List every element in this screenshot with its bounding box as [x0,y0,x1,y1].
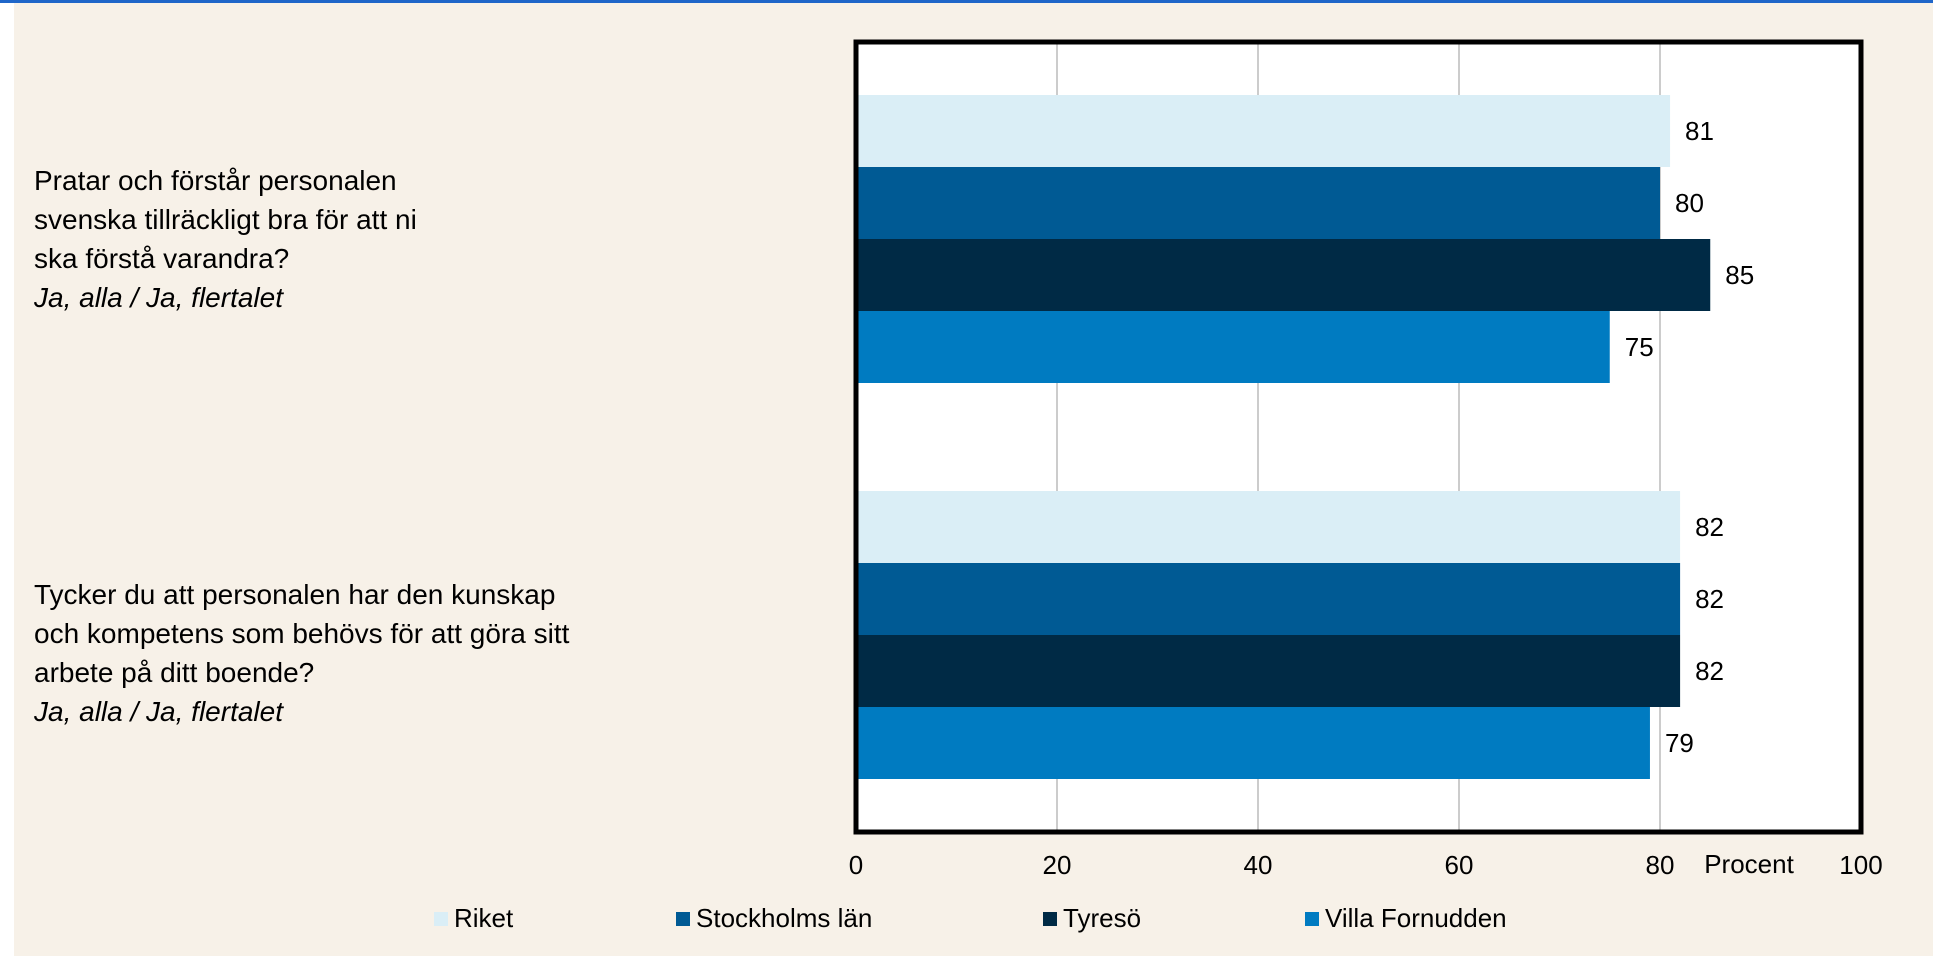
category-label-2: Tycker du att personalen har den kunskap… [34,575,569,731]
legend-item-villa-fornudden: Villa Fornudden [1305,903,1507,934]
bar-villa-fornudden-2 [856,707,1650,779]
bar-stockholms-län-2 [856,563,1681,635]
category-answer-1: Ja, alla / Ja, flertalet [34,282,284,313]
legend-label: Villa Fornudden [1325,903,1507,933]
x-tick-label-40: 40 [1244,850,1273,880]
value-label-tyresö-1: 85 [1725,260,1754,290]
bar-stockholms-län-1 [856,167,1660,239]
plot-frame [853,39,1864,835]
x-tick-label-100: 100 [1839,850,1882,880]
legend-item-stockholms-län: Stockholms län [676,903,872,934]
bar-villa-fornudden-1 [856,311,1610,383]
top-accent-line [0,0,1933,3]
x-tick-label-80: 80 [1646,850,1675,880]
x-tick-label-0: 0 [849,850,863,880]
value-label-stockholms-län-2: 82 [1695,584,1724,614]
legend: Riket Stockholms län Tyresö Villa Fornudden [0,903,1933,939]
category-question-1: Pratar och förstår personalen svenska ti… [34,165,417,274]
x-tick-label-20: 20 [1043,850,1072,880]
legend-item-riket: Riket [434,903,513,934]
bar-riket-2 [856,491,1681,563]
bar-tyresö-2 [856,635,1681,707]
value-label-riket-2: 82 [1695,512,1724,542]
x-tick-label-60: 60 [1445,850,1474,880]
legend-label: Tyresö [1063,903,1142,933]
value-label-villa-fornudden-1: 75 [1625,332,1654,362]
legend-swatch [676,911,690,926]
value-label-villa-fornudden-2: 79 [1665,728,1694,758]
legend-swatch [434,911,448,926]
value-label-riket-1: 81 [1685,116,1714,146]
x-unit-label: Procent [1704,849,1794,879]
value-label-stockholms-län-1: 80 [1675,188,1704,218]
value-label-tyresö-2: 82 [1695,656,1724,686]
category-question-2: Tycker du att personalen har den kunskap… [34,579,570,688]
legend-swatch [1043,911,1057,926]
legend-label: Stockholms län [696,903,873,933]
category-label-1: Pratar och förstår personalen svenska ti… [34,161,417,317]
legend-swatch [1305,911,1319,926]
category-answer-2: Ja, alla / Ja, flertalet [34,696,284,727]
legend-label: Riket [454,903,514,933]
bar-tyresö-1 [856,239,1711,311]
bar-riket-1 [856,95,1671,167]
legend-item-tyresö: Tyresö [1043,903,1141,934]
